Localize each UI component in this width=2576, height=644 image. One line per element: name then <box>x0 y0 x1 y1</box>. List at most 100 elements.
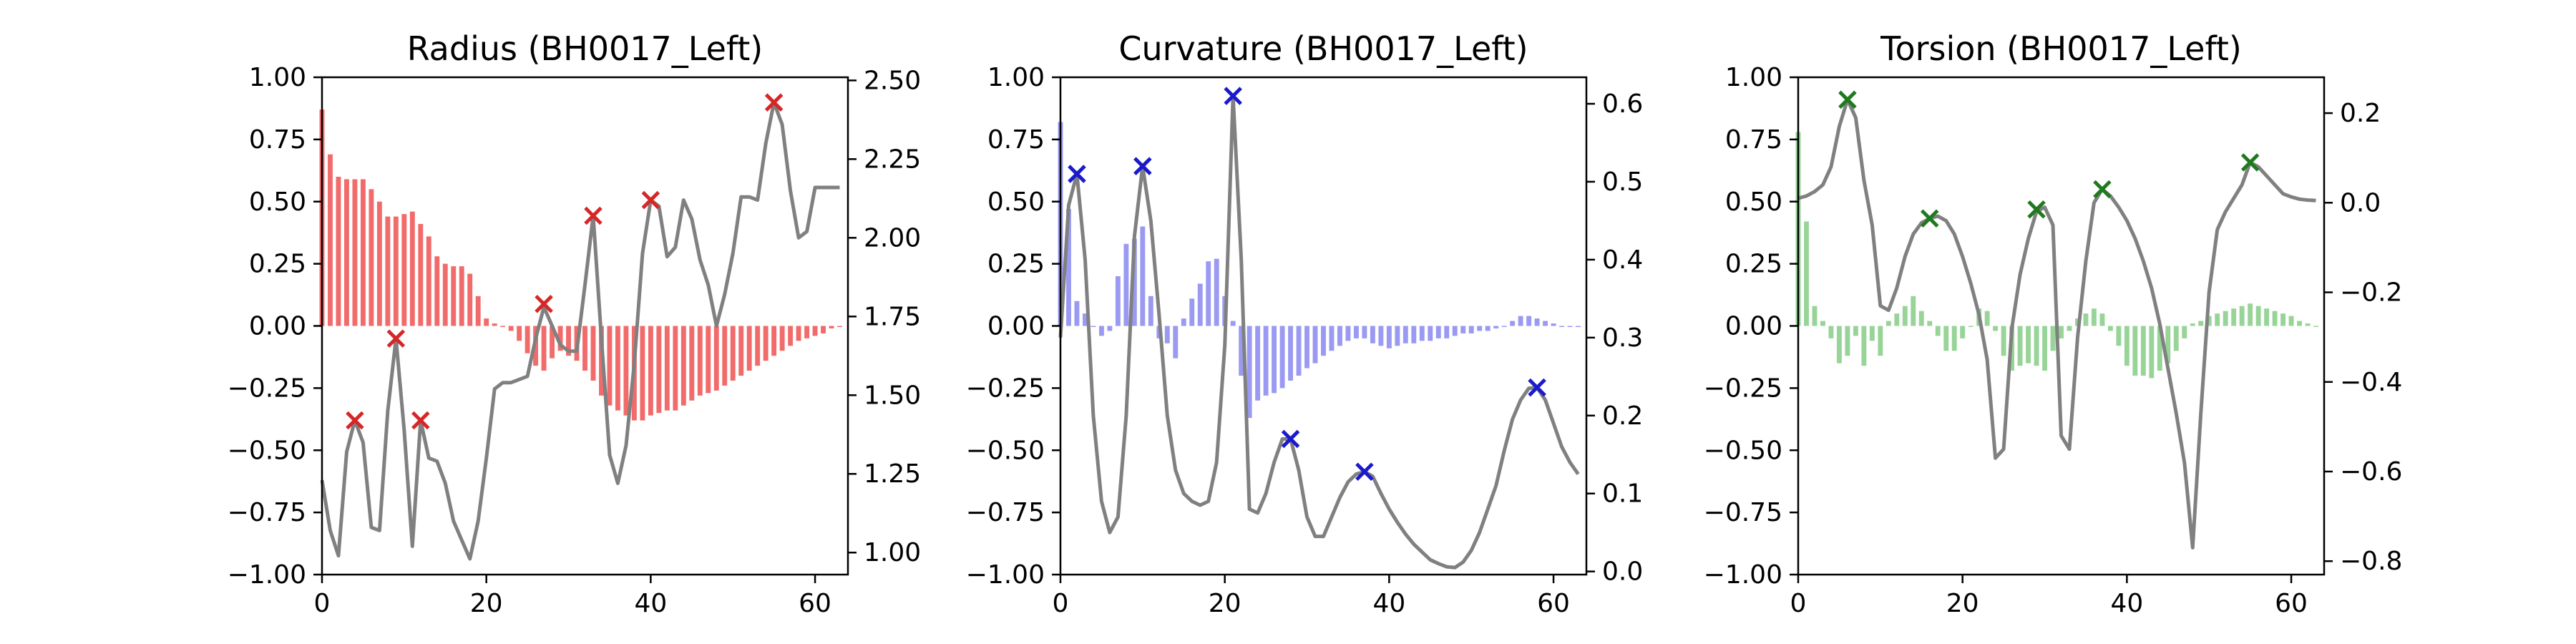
y2-tick-label: 1.50 <box>864 381 921 410</box>
bar <box>829 326 834 328</box>
bar <box>550 326 555 358</box>
bar <box>1255 326 1261 401</box>
bar <box>2280 313 2286 326</box>
bar <box>2223 311 2228 326</box>
y-tick-label: −0.50 <box>228 436 306 465</box>
x-tick-label: 40 <box>634 589 667 618</box>
bar <box>2026 326 2031 364</box>
peak-marker <box>641 190 660 210</box>
bar <box>1968 326 1974 327</box>
y-tick-label: 0.25 <box>987 250 1045 279</box>
peak-marker <box>411 411 430 430</box>
bar <box>2059 326 2064 338</box>
bar <box>1230 321 1236 326</box>
bar <box>525 326 530 353</box>
bar <box>1131 238 1137 326</box>
bar <box>508 326 514 331</box>
bar <box>821 326 826 333</box>
peak-marker <box>1224 87 1242 105</box>
bar <box>746 326 752 371</box>
y2-tick-label: 0.0 <box>1602 557 1643 587</box>
bar <box>2264 308 2270 326</box>
bar <box>385 216 391 326</box>
bar <box>1362 326 1367 338</box>
bar <box>566 326 571 356</box>
bar <box>484 318 489 326</box>
bar <box>2165 326 2171 364</box>
bar <box>582 326 587 371</box>
bar <box>590 326 596 381</box>
y-tick-label: 0.25 <box>1725 250 1782 279</box>
bar <box>1263 326 1269 396</box>
bar <box>1164 326 1170 343</box>
bar <box>1353 326 1359 338</box>
bar <box>492 323 497 326</box>
x-tick-label: 40 <box>2110 589 2143 618</box>
bar <box>1576 326 1581 327</box>
y2-tick-label: 0.5 <box>1602 167 1643 197</box>
bar <box>738 326 744 376</box>
bar <box>1189 298 1195 326</box>
bar <box>1452 326 1458 336</box>
bar <box>1543 321 1548 326</box>
y2-tick-label: −0.4 <box>2340 368 2402 397</box>
peak-marker <box>1133 157 1152 175</box>
series-line <box>320 100 840 561</box>
bar <box>1239 326 1244 376</box>
bar <box>352 179 358 326</box>
bar <box>1951 326 1957 351</box>
bar <box>1098 326 1104 336</box>
y-tick-label: 0.00 <box>1725 312 1782 341</box>
bar <box>409 211 415 326</box>
y2-tick-label: 2.50 <box>864 66 921 95</box>
y-tick-label: −1.00 <box>1704 560 1782 590</box>
x-tick-label: 0 <box>1790 589 1807 618</box>
bar <box>656 326 662 414</box>
bar <box>344 179 349 326</box>
bar <box>459 266 464 326</box>
bar <box>360 179 366 326</box>
bar <box>1312 326 1318 364</box>
peak-marker <box>2093 180 2112 199</box>
bar <box>1861 326 1867 366</box>
bar <box>1902 306 1908 326</box>
bar <box>1845 326 1850 356</box>
chart-title: Torsion (BH0017_Left) <box>1880 29 2242 68</box>
bar <box>1214 258 1219 326</box>
bar <box>1853 326 1858 336</box>
bar <box>607 326 613 406</box>
bar <box>2248 303 2253 326</box>
bar <box>1428 326 1433 341</box>
bar <box>1534 318 1540 326</box>
bar <box>442 263 448 326</box>
bar <box>1894 313 1900 326</box>
bar <box>1148 296 1153 326</box>
bar <box>1885 321 1891 326</box>
bar <box>541 326 547 371</box>
bar <box>2198 321 2204 326</box>
bar <box>1567 326 1573 327</box>
bar <box>2116 326 2122 346</box>
y2-tick-label: 1.25 <box>864 459 921 489</box>
bar <box>804 326 810 338</box>
y-tick-label: −1.00 <box>966 560 1045 590</box>
x-tick-label: 60 <box>2275 589 2308 618</box>
bar <box>1812 306 1818 326</box>
bar <box>500 326 506 327</box>
bar <box>640 326 645 421</box>
peak-marker <box>1920 209 1939 228</box>
x-tick-label: 20 <box>470 589 503 618</box>
y-tick-label: −0.25 <box>1704 374 1782 403</box>
y2-tick-label: −0.6 <box>2340 457 2402 487</box>
bar <box>1206 261 1211 326</box>
bar <box>1993 326 1999 331</box>
bar <box>1984 311 1990 326</box>
y-tick-label: −1.00 <box>228 560 306 590</box>
y2-tick-label: 0.2 <box>2340 99 2381 128</box>
y2-tick-label: 0.0 <box>2340 188 2381 218</box>
chart-title: Radius (BH0017_Left) <box>407 29 763 68</box>
bar <box>376 201 382 326</box>
bar <box>418 224 424 326</box>
bar <box>451 266 457 326</box>
bar <box>1960 326 1966 338</box>
